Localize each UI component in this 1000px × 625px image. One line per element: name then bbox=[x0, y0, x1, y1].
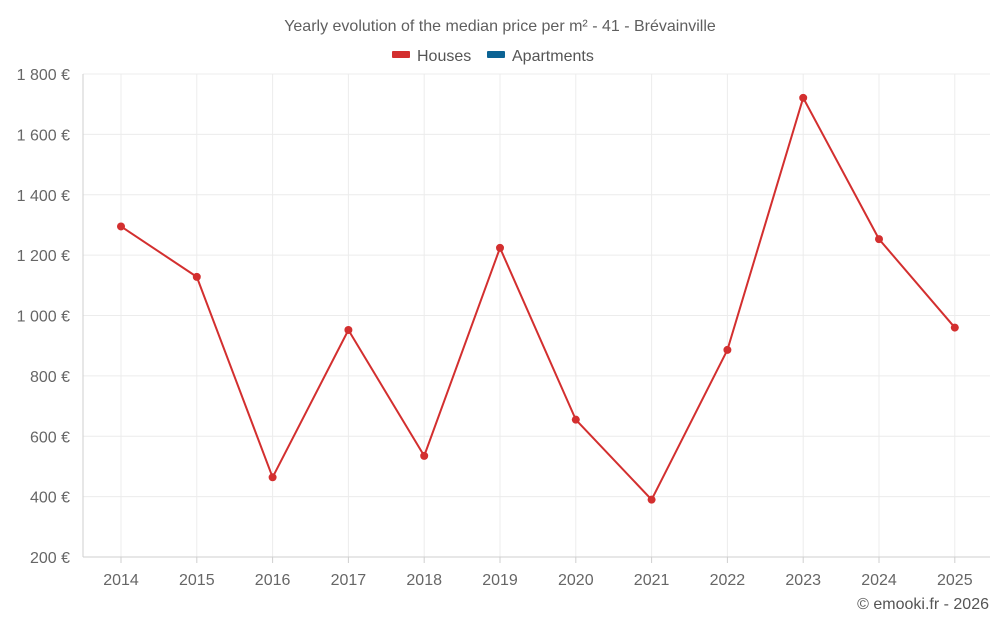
data-point-houses-2016[interactable] bbox=[268, 473, 277, 482]
y-tick-label: 1 200 € bbox=[17, 248, 70, 265]
credit-text: © emooki.fr - 2026 bbox=[857, 596, 989, 613]
axes bbox=[82, 74, 990, 563]
data-series bbox=[117, 93, 959, 504]
x-tick-label: 2016 bbox=[255, 572, 291, 589]
x-tick-label: 2017 bbox=[331, 572, 367, 589]
legend-label-houses: Houses bbox=[417, 48, 471, 65]
data-point-houses-2014[interactable] bbox=[117, 222, 125, 231]
data-point-houses-2020[interactable] bbox=[571, 415, 580, 424]
x-axis-ticks: 2014 2015 2016 2017 2018 2019 2020 2021 2022 2023… bbox=[103, 572, 972, 589]
y-axis-ticks: 200 € 400 € 600 € 800 € 1 000 € 1 200 € 1 400 … bbox=[17, 67, 70, 567]
legend: Houses Apartments bbox=[392, 48, 594, 65]
data-point-houses-2024[interactable] bbox=[875, 235, 883, 244]
x-tick-label: 2022 bbox=[710, 572, 746, 589]
legend-label-apartments: Apartments bbox=[512, 48, 594, 65]
chart-title: Yearly evolution of the median price per… bbox=[284, 18, 716, 35]
y-tick-label: 1 000 € bbox=[17, 309, 70, 326]
x-tick-label: 2019 bbox=[482, 572, 518, 589]
y-tick-label: 600 € bbox=[30, 429, 70, 446]
data-point-houses-2018[interactable] bbox=[420, 451, 429, 460]
data-point-houses-2023[interactable] bbox=[799, 93, 808, 102]
series-line-houses bbox=[120, 96, 956, 501]
x-tick-label: 2025 bbox=[937, 572, 973, 589]
data-point-houses-2022[interactable] bbox=[723, 345, 732, 354]
x-tick-label: 2023 bbox=[785, 572, 821, 589]
data-point-houses-2025[interactable] bbox=[950, 323, 959, 332]
y-tick-label: 800 € bbox=[30, 369, 70, 386]
y-tick-label: 1 800 € bbox=[17, 67, 70, 84]
x-tick-label: 2021 bbox=[634, 572, 670, 589]
x-tick-label: 2015 bbox=[179, 572, 215, 589]
legend-swatch-apartments bbox=[487, 51, 505, 58]
gridlines bbox=[83, 73, 990, 557]
y-tick-label: 400 € bbox=[30, 490, 70, 507]
data-point-houses-2019[interactable] bbox=[496, 243, 504, 252]
x-tick-label: 2018 bbox=[406, 572, 442, 589]
legend-item-apartments[interactable]: Apartments bbox=[487, 48, 594, 65]
y-tick-label: 1 400 € bbox=[17, 188, 70, 205]
data-point-houses-2017[interactable] bbox=[344, 325, 353, 334]
legend-swatch-houses bbox=[392, 51, 410, 58]
x-tick-label: 2020 bbox=[558, 572, 594, 589]
x-tick-label: 2014 bbox=[103, 572, 139, 589]
legend-item-houses[interactable]: Houses bbox=[392, 48, 471, 65]
x-tick-label: 2024 bbox=[861, 572, 897, 589]
y-tick-label: 200 € bbox=[30, 550, 70, 567]
data-point-houses-2015[interactable] bbox=[192, 272, 201, 281]
y-tick-label: 1 600 € bbox=[17, 127, 70, 144]
data-point-houses-2021[interactable] bbox=[647, 495, 656, 504]
